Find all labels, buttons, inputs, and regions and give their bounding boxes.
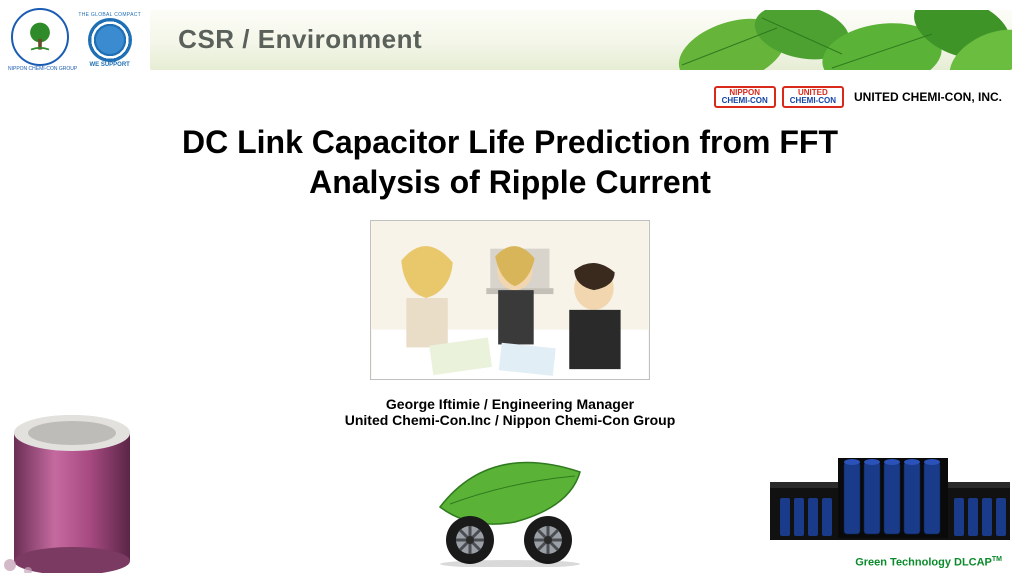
environment-banner: CSR / Environment bbox=[150, 10, 1012, 70]
green-tech-label: Green Technology DLCAPTM bbox=[855, 556, 1002, 569]
author-line1: George Iftimie / Engineering Manager bbox=[386, 396, 634, 412]
badge-united-l2: CHEMI-CON bbox=[790, 97, 836, 105]
logo-tree-caption: NIPPON CHEMI-CON GROUP bbox=[8, 66, 77, 72]
dlcap-module-image bbox=[770, 450, 1010, 545]
logo-un-global-compact: THE GLOBAL COMPACT WE SUPPORT bbox=[77, 11, 142, 69]
green-tech-text: Green Technology DLCAP bbox=[855, 557, 992, 569]
header-band: NIPPON CHEMI-CON GROUP THE GLOBAL COMPAC… bbox=[8, 8, 1012, 72]
leaves-graphic bbox=[652, 10, 1012, 70]
badge-nippon: NIPPON CHEMI-CON bbox=[714, 86, 776, 108]
title-line2: Analysis of Ripple Current bbox=[60, 162, 960, 202]
capacitor-image bbox=[0, 403, 160, 573]
tm-mark: TM bbox=[992, 556, 1002, 563]
logo-tree-wrap: NIPPON CHEMI-CON GROUP bbox=[8, 8, 77, 72]
logo-tree-icon bbox=[11, 8, 69, 66]
un-globe-icon bbox=[88, 18, 132, 62]
env-banner-title: CSR / Environment bbox=[178, 24, 422, 55]
un-bottom-text: WE SUPPORT bbox=[90, 62, 130, 68]
badge-nippon-l2: CHEMI-CON bbox=[722, 97, 768, 105]
title-line1: DC Link Capacitor Life Prediction from F… bbox=[182, 124, 838, 160]
leaf-car-image bbox=[420, 452, 600, 567]
badge-united: UNITED CHEMI-CON bbox=[782, 86, 844, 108]
company-name: UNITED CHEMI-CON, INC. bbox=[854, 90, 1002, 104]
company-strip: NIPPON CHEMI-CON UNITED CHEMI-CON UNITED… bbox=[714, 86, 1002, 108]
slide-title: DC Link Capacitor Life Prediction from F… bbox=[60, 122, 960, 202]
meeting-image bbox=[370, 220, 650, 380]
